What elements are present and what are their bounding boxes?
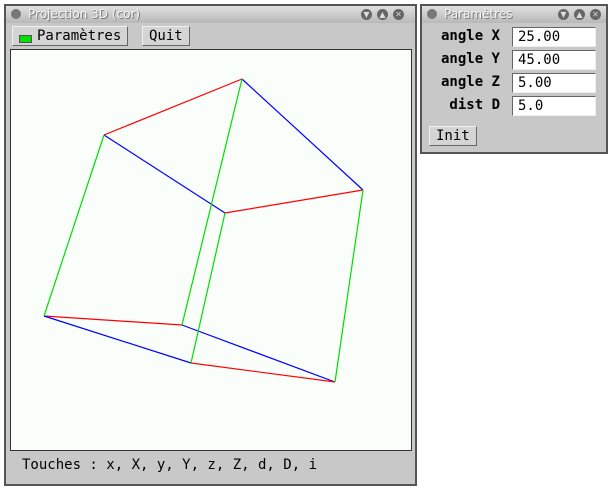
window-title: Projection 3D (cor) [28,7,141,21]
angle-y-input[interactable]: 45.00 [512,50,596,70]
edge [224,189,364,214]
angle-z-label: angle Z [440,74,500,90]
quit-button[interactable]: Quit [142,26,190,46]
close-icon[interactable]: ✕ [590,9,601,20]
edge [181,324,336,383]
minimize-icon[interactable]: ▼ [361,9,372,20]
edge [103,78,243,136]
dist-d-label: dist D [449,97,500,113]
angle-x-label: angle X [440,28,500,44]
edge [103,134,226,214]
init-button[interactable]: Init [429,126,477,146]
params-window: Paramètres ▼ ▲ ✕ angle X 25.00 angle Y 4… [420,4,608,154]
parametres-button[interactable]: Paramètres [12,26,129,46]
edge [43,315,192,364]
window-menu-icon[interactable] [11,9,21,19]
window-menu-icon[interactable] [427,9,437,19]
close-icon[interactable]: ✕ [393,9,404,20]
edge [190,362,336,383]
title-bar[interactable]: Paramètres ▼ ▲ ✕ [422,6,606,23]
edge [190,212,226,364]
edge [181,78,243,326]
window-title: Paramètres [444,7,513,21]
angle-x-input[interactable]: 25.00 [512,27,596,47]
maximize-icon[interactable]: ▲ [377,9,388,20]
status-bar: Touches : x, X, y, Y, z, Z, d, D, i [22,457,318,473]
angle-z-input[interactable]: 5.00 [512,73,596,93]
cube-drawing [43,78,364,383]
projection-canvas[interactable] [10,49,412,451]
maximize-icon[interactable]: ▲ [574,9,585,20]
dist-d-input[interactable]: 5.0 [512,96,596,116]
edge [43,315,183,326]
edge [43,134,105,317]
main-window: Projection 3D (cor) ▼ ▲ ✕ Paramètres Qui… [4,4,417,486]
parametres-label: Paramètres [37,28,122,44]
edge [334,189,364,383]
title-bar[interactable]: Projection 3D (cor) ▼ ▲ ✕ [6,6,415,23]
edge [241,78,364,191]
minimize-icon[interactable]: ▼ [558,9,569,20]
angle-y-label: angle Y [440,51,500,67]
indicator-icon [19,35,32,43]
